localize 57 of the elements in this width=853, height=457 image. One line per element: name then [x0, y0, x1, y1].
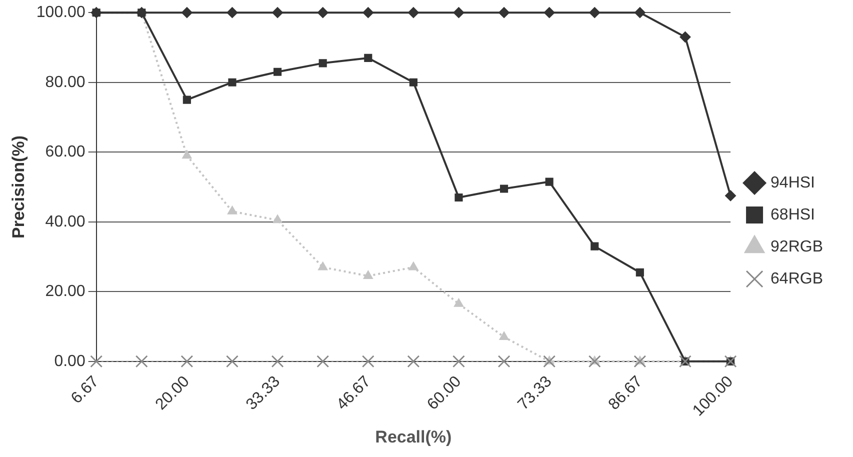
point — [545, 178, 554, 186]
point — [180, 355, 193, 368]
point — [318, 59, 327, 68]
point — [408, 262, 418, 270]
point — [364, 54, 372, 62]
point — [588, 355, 601, 368]
point — [272, 214, 282, 224]
point — [226, 355, 238, 368]
y-tick-label: 0.00 — [54, 352, 86, 370]
legend-label: 68HSI — [770, 206, 815, 224]
point — [407, 355, 420, 368]
point — [454, 298, 464, 307]
point — [182, 96, 191, 104]
point — [90, 355, 102, 368]
point — [634, 7, 646, 18]
point — [634, 355, 646, 368]
point — [452, 355, 465, 368]
point — [409, 78, 418, 86]
point — [274, 68, 282, 76]
y-tick-label: 100.00 — [36, 4, 86, 22]
point — [725, 190, 736, 202]
point — [454, 193, 463, 202]
point — [500, 184, 508, 193]
point — [589, 7, 600, 18]
legend-label: 64RGB — [770, 270, 823, 288]
point — [499, 332, 509, 340]
point — [498, 355, 510, 368]
y-tick-label: 40.00 — [45, 213, 86, 230]
point — [590, 242, 599, 250]
point — [363, 270, 373, 279]
point — [316, 355, 329, 368]
x-axis-title: Recall(%) — [375, 427, 452, 446]
point — [362, 7, 374, 18]
point — [226, 7, 238, 18]
point — [453, 7, 464, 18]
point — [182, 150, 192, 159]
point — [544, 7, 555, 18]
legend-label: 94HSI — [770, 174, 815, 192]
point — [272, 355, 284, 368]
y-tick-label: 20.00 — [45, 283, 86, 300]
point — [680, 32, 691, 43]
point — [408, 7, 419, 18]
point — [498, 7, 510, 18]
point — [636, 268, 644, 277]
y-tick-label: 60.00 — [45, 144, 86, 161]
point — [272, 7, 284, 18]
point — [317, 7, 328, 18]
point — [227, 206, 238, 214]
point — [181, 7, 192, 18]
point — [318, 262, 328, 270]
y-tick-label: 80.00 — [45, 74, 86, 91]
point — [136, 355, 148, 368]
legend-label: 92RGB — [770, 238, 823, 256]
point — [228, 78, 236, 86]
point — [543, 355, 556, 368]
y-axis-title: Precision(%) — [8, 136, 28, 238]
point — [362, 355, 374, 368]
